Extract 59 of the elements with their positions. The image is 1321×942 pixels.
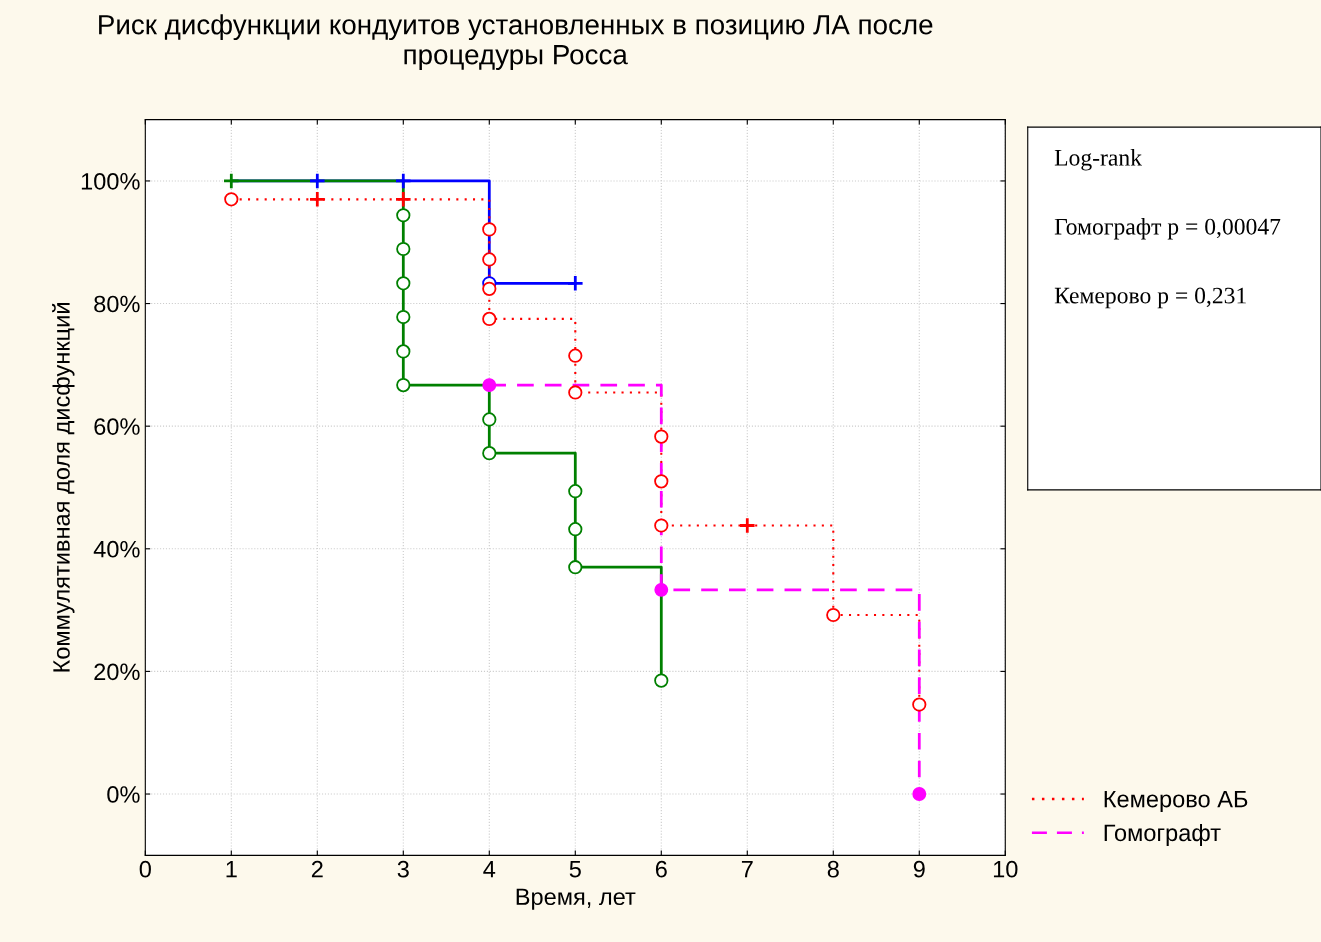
x-tick-label: 5	[569, 861, 581, 878]
y-axis-title: Коммулятивная доля дисфункций	[52, 303, 75, 672]
point	[396, 208, 411, 223]
point	[222, 172, 240, 190]
x-tick-label: 6	[655, 860, 667, 878]
x-axis-title: Время, лет	[516, 888, 636, 910]
point	[396, 377, 411, 393]
x-tick-label: 9	[913, 860, 925, 878]
point	[308, 190, 326, 209]
point	[394, 190, 412, 209]
text: Кемерово p = 0,231	[1054, 287, 1246, 309]
x-tick-label: 8	[827, 860, 839, 878]
point	[482, 281, 497, 296]
x-tick-label: 4	[483, 861, 496, 878]
y-tick-label: 40%	[93, 540, 140, 558]
text: Log-rank	[1054, 149, 1142, 171]
point	[482, 446, 497, 461]
chart-title: Риск дисфункции кондуитов установленных в позицию ЛА после процедуры Росса	[99, 14, 933, 70]
y-tick-label: 80%	[94, 295, 140, 313]
point	[396, 344, 411, 359]
point	[482, 311, 497, 327]
point	[394, 172, 412, 190]
point	[654, 518, 669, 533]
point	[396, 276, 411, 291]
text: Гомографт p = 0,00047	[1054, 218, 1281, 240]
point	[826, 607, 841, 623]
point	[482, 252, 497, 267]
point	[482, 222, 497, 237]
x-tick-label: 1	[226, 861, 237, 878]
point	[654, 673, 669, 688]
point	[396, 241, 411, 257]
y-tick-label: 20%	[94, 663, 140, 681]
point	[568, 348, 583, 363]
point	[568, 484, 583, 499]
point	[654, 474, 669, 489]
y-tick-label: 60%	[94, 418, 140, 435]
point	[568, 385, 583, 400]
point	[224, 192, 239, 207]
point	[566, 274, 584, 292]
point	[654, 582, 669, 597]
point	[396, 309, 411, 325]
point	[568, 560, 583, 575]
point	[482, 378, 497, 393]
x-tick-label: 2	[311, 860, 323, 878]
point	[568, 522, 583, 537]
point	[654, 429, 669, 444]
legend-label: Гомографт	[1104, 823, 1221, 846]
x-tick-label: 3	[397, 860, 409, 878]
point	[482, 412, 497, 427]
point	[912, 697, 927, 712]
y-tick-label: 0%	[107, 786, 140, 803]
y-tick-label: 100%	[81, 173, 140, 190]
point	[308, 172, 326, 190]
point	[738, 516, 756, 535]
x-tick-label: 0	[139, 860, 151, 878]
x-tick-label: 7	[741, 861, 753, 878]
legend-label: Кемерово АБ	[1104, 790, 1248, 813]
x-tick-label: 10	[993, 860, 1018, 878]
point	[912, 787, 927, 801]
